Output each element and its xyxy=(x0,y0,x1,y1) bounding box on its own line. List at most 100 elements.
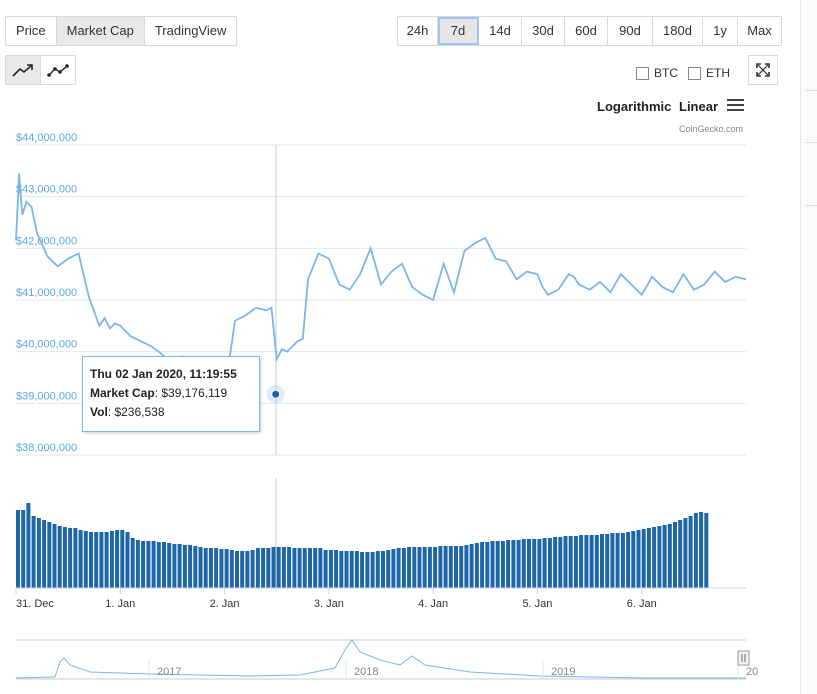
range-7d[interactable]: 7d xyxy=(438,17,479,45)
volume-bar xyxy=(495,541,500,588)
volume-bar xyxy=(323,550,328,588)
volume-bar xyxy=(563,536,568,588)
volume-bar xyxy=(610,533,615,588)
scatter-line-button[interactable] xyxy=(41,56,75,84)
volume-bar xyxy=(188,545,193,588)
tooltip-date: Thu 02 Jan 2020, 11:19:55 xyxy=(90,367,237,381)
linear-scale-button[interactable]: Linear xyxy=(679,99,719,114)
fullscreen-button[interactable] xyxy=(748,55,778,85)
y-tick-label: $38,000,000 xyxy=(16,442,77,454)
x-axis-labels: 31. Dec 1. Jan 2. Jan 3. Jan 4. Jan 5. Jan 6. … xyxy=(15,588,657,610)
volume-bar xyxy=(219,549,224,588)
volume-bar xyxy=(339,551,344,588)
volume-bar xyxy=(328,550,333,588)
volume-bar xyxy=(313,548,318,588)
volume-bar xyxy=(57,526,62,588)
x-tick-label: 3. Jan xyxy=(314,598,344,610)
navigator-year-label: 2018 xyxy=(354,666,378,678)
tab-price[interactable]: Price xyxy=(6,17,57,45)
volume-bar xyxy=(302,548,307,588)
volume-bar xyxy=(521,539,526,588)
volume-bar xyxy=(480,542,485,588)
navigator-series-line xyxy=(15,639,746,679)
page-scroll-edge xyxy=(800,0,817,694)
range-1y[interactable]: 1y xyxy=(703,17,738,45)
range-90d[interactable]: 90d xyxy=(608,17,653,45)
volume-bar xyxy=(177,544,182,588)
range-30d[interactable]: 30d xyxy=(522,17,565,45)
volume-bar xyxy=(464,545,469,588)
volume-bar xyxy=(266,548,271,588)
volume-bar xyxy=(568,536,573,588)
compare-btc-checkbox[interactable]: BTC xyxy=(636,66,678,80)
x-tick-label: 1. Jan xyxy=(105,598,135,610)
volume-bar xyxy=(344,551,349,588)
volume-bar xyxy=(83,531,88,588)
volume-bar xyxy=(146,541,151,588)
tab-market-cap[interactable]: Market Cap xyxy=(56,17,145,45)
volume-bar xyxy=(36,518,41,588)
compare-eth-checkbox[interactable]: ETH xyxy=(688,66,730,80)
volume-bar xyxy=(198,547,203,588)
volume-bar xyxy=(62,527,67,588)
range-60d[interactable]: 60d xyxy=(565,17,608,45)
volume-bar xyxy=(386,550,391,588)
volume-bar xyxy=(78,530,83,588)
volume-bar xyxy=(21,510,26,588)
volume-bar xyxy=(412,547,417,588)
chart-menu-button[interactable] xyxy=(727,99,744,114)
checkbox-box xyxy=(688,66,701,80)
chart-credit: CoinGecko.com xyxy=(679,124,744,134)
y-tick-label: $41,000,000 xyxy=(16,287,77,299)
volume-bar xyxy=(156,542,161,588)
chart-gridlines xyxy=(16,144,746,456)
volume-bar xyxy=(558,537,563,588)
volume-bar xyxy=(391,549,396,588)
volume-bar xyxy=(626,532,631,588)
volume-bar xyxy=(73,528,78,588)
highlight-point[interactable] xyxy=(271,389,281,399)
tab-tradingview[interactable]: TradingView xyxy=(154,23,227,38)
volume-bar xyxy=(245,551,250,588)
volume-bar xyxy=(620,533,625,588)
volume-bar xyxy=(208,548,213,588)
y-tick-label: $39,000,000 xyxy=(16,390,77,402)
volume-bar xyxy=(115,530,120,588)
y-tick-label: $42,000,000 xyxy=(16,235,77,247)
tooltip-volume: Vol: $236,538 xyxy=(90,405,165,419)
range-14d[interactable]: 14d xyxy=(479,17,522,45)
volume-bar xyxy=(652,527,657,588)
expand-icon xyxy=(756,63,770,77)
range-180d[interactable]: 180d xyxy=(653,17,703,45)
volume-bar xyxy=(542,538,547,588)
volume-bar xyxy=(182,545,187,588)
y-tick-label: $44,000,000 xyxy=(16,132,77,144)
x-tick-label: 31. Dec xyxy=(16,598,54,610)
x-tick-label: 2. Jan xyxy=(210,598,240,610)
volume-bar xyxy=(636,530,641,588)
navigator-year-label: 20 xyxy=(746,666,758,678)
volume-bar xyxy=(31,516,36,588)
y-tick-label: $40,000,000 xyxy=(16,339,77,351)
volume-bar xyxy=(162,542,166,588)
volume-bar xyxy=(261,548,266,588)
volume-bar xyxy=(255,548,260,588)
line-chart-button[interactable] xyxy=(6,56,41,84)
volume-bar xyxy=(396,548,401,588)
tooltip: Thu 02 Jan 2020, 11:19:55 Market Cap: $3… xyxy=(82,356,260,432)
volume-bar xyxy=(704,513,709,588)
logarithmic-scale-button[interactable]: Logarithmic xyxy=(597,99,672,114)
navigator[interactable]: 2017 2018 2019 20 xyxy=(15,639,758,680)
volume-bar xyxy=(135,540,140,588)
volume-bar xyxy=(573,536,578,588)
volume-bar xyxy=(469,544,474,588)
range-24h[interactable]: 24h xyxy=(398,17,438,45)
volume-bar xyxy=(438,546,443,588)
range-max[interactable]: Max xyxy=(747,23,772,38)
volume-bar xyxy=(16,510,20,588)
volume-bar xyxy=(584,535,589,588)
volume-bar xyxy=(42,520,47,588)
volume-bar xyxy=(459,546,464,588)
volume-bar xyxy=(667,524,672,588)
volume-bar xyxy=(360,552,365,588)
